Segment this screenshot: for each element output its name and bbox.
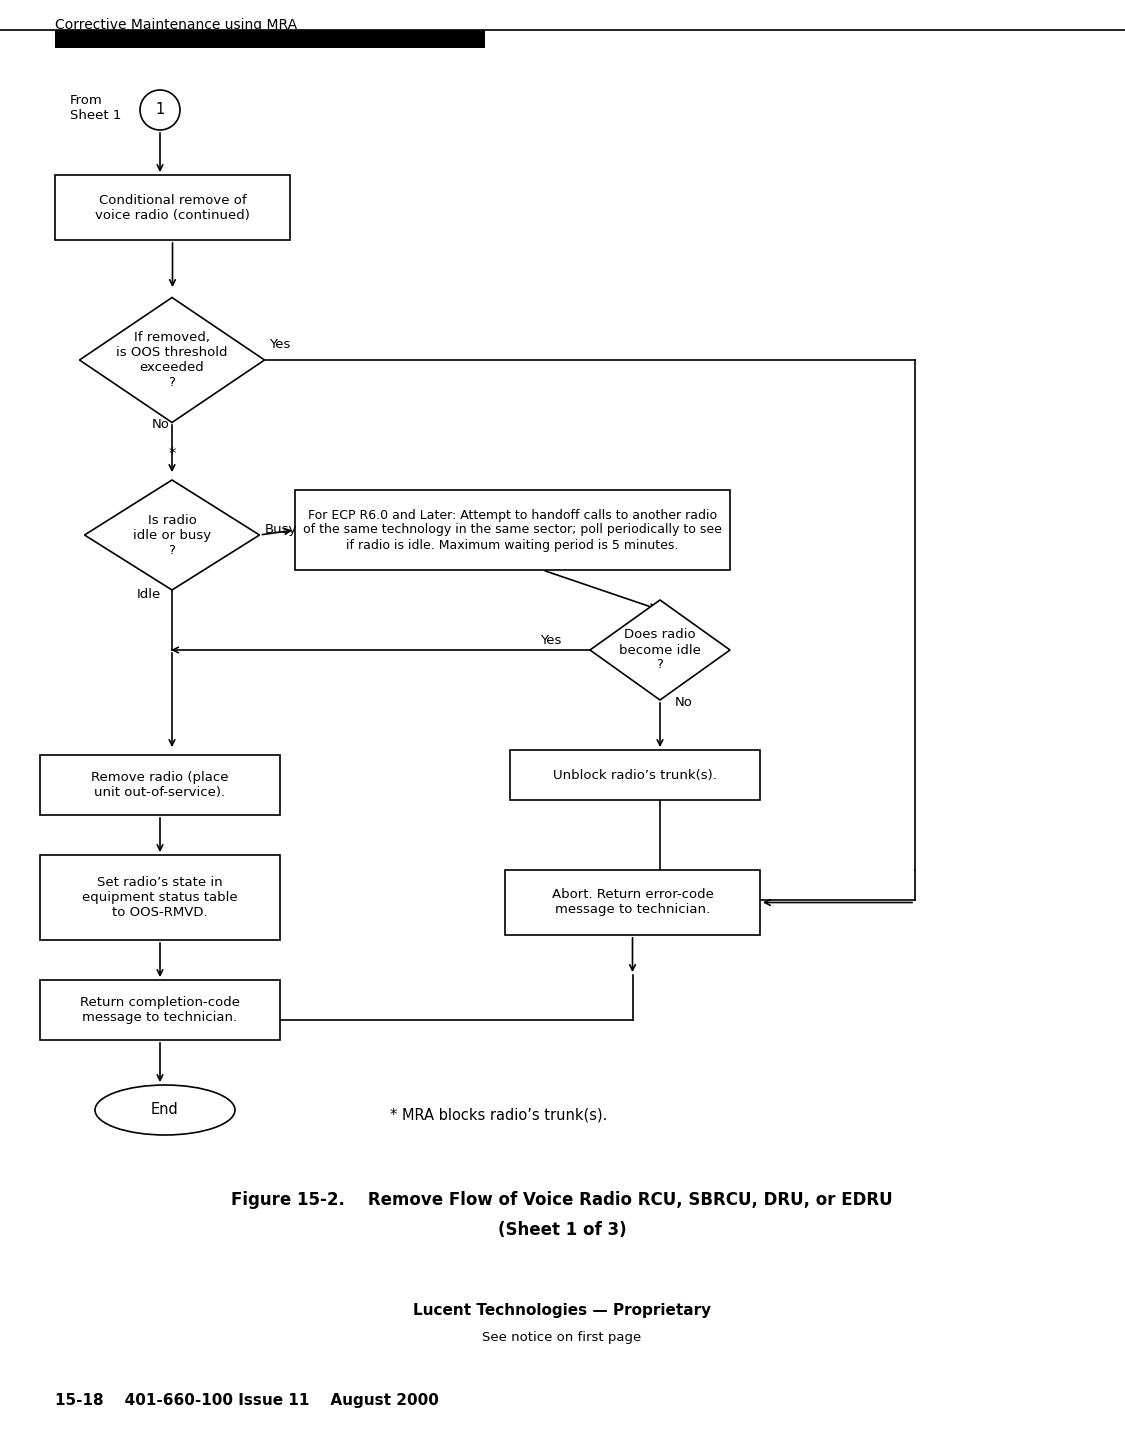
Text: From
Sheet 1: From Sheet 1 bbox=[70, 94, 122, 122]
Text: See notice on first page: See notice on first page bbox=[483, 1331, 641, 1344]
Text: 15-18    401-660-100 Issue 11    August 2000: 15-18 401-660-100 Issue 11 August 2000 bbox=[55, 1393, 439, 1407]
Text: Idle: Idle bbox=[137, 589, 161, 602]
Bar bbox=[40, 755, 280, 815]
Text: 1: 1 bbox=[155, 103, 164, 117]
Text: Is radio
idle or busy
?: Is radio idle or busy ? bbox=[133, 513, 212, 556]
Text: Yes: Yes bbox=[540, 633, 561, 646]
Bar bbox=[505, 869, 760, 935]
Polygon shape bbox=[590, 601, 730, 701]
Bar bbox=[40, 980, 280, 1040]
Text: (Sheet 1 of 3): (Sheet 1 of 3) bbox=[497, 1221, 627, 1238]
Polygon shape bbox=[80, 297, 264, 422]
Bar bbox=[295, 490, 730, 571]
Bar bbox=[55, 174, 290, 240]
Text: Figure 15-2.    Remove Flow of Voice Radio RCU, SBRCU, DRU, or EDRU: Figure 15-2. Remove Flow of Voice Radio … bbox=[232, 1191, 893, 1208]
Text: End: End bbox=[151, 1103, 179, 1117]
Text: Set radio’s state in
equipment status table
to OOS-RMVD.: Set radio’s state in equipment status ta… bbox=[82, 877, 237, 919]
Text: If removed,
is OOS threshold
exceeded
?: If removed, is OOS threshold exceeded ? bbox=[116, 330, 227, 389]
Ellipse shape bbox=[94, 1085, 235, 1135]
Bar bbox=[510, 749, 760, 799]
Text: Unblock radio’s trunk(s).: Unblock radio’s trunk(s). bbox=[554, 768, 717, 782]
Text: Conditional remove of
voice radio (continued): Conditional remove of voice radio (conti… bbox=[94, 193, 250, 222]
Text: *: * bbox=[169, 448, 176, 462]
Text: * MRA blocks radio’s trunk(s).: * MRA blocks radio’s trunk(s). bbox=[390, 1107, 608, 1123]
Text: No: No bbox=[152, 419, 170, 432]
Text: For ECP R6.0 and Later: Attempt to handoff calls to another radio
of the same te: For ECP R6.0 and Later: Attempt to hando… bbox=[303, 509, 722, 552]
Bar bbox=[55, 30, 485, 49]
Text: Abort. Return error-code
message to technician.: Abort. Return error-code message to tech… bbox=[551, 888, 713, 917]
Text: Corrective Maintenance using MRA: Corrective Maintenance using MRA bbox=[55, 19, 297, 31]
Text: Does radio
become idle
?: Does radio become idle ? bbox=[619, 629, 701, 672]
Text: Remove radio (place
unit out-of-service).: Remove radio (place unit out-of-service)… bbox=[91, 771, 228, 799]
Text: No: No bbox=[675, 695, 693, 708]
Text: Return completion-code
message to technician.: Return completion-code message to techni… bbox=[80, 997, 240, 1024]
Polygon shape bbox=[84, 480, 260, 591]
Text: Lucent Technologies — Proprietary: Lucent Technologies — Proprietary bbox=[413, 1303, 711, 1317]
Text: Yes: Yes bbox=[270, 339, 291, 352]
Bar bbox=[40, 855, 280, 940]
Circle shape bbox=[140, 90, 180, 130]
Text: Busy: Busy bbox=[264, 523, 297, 536]
